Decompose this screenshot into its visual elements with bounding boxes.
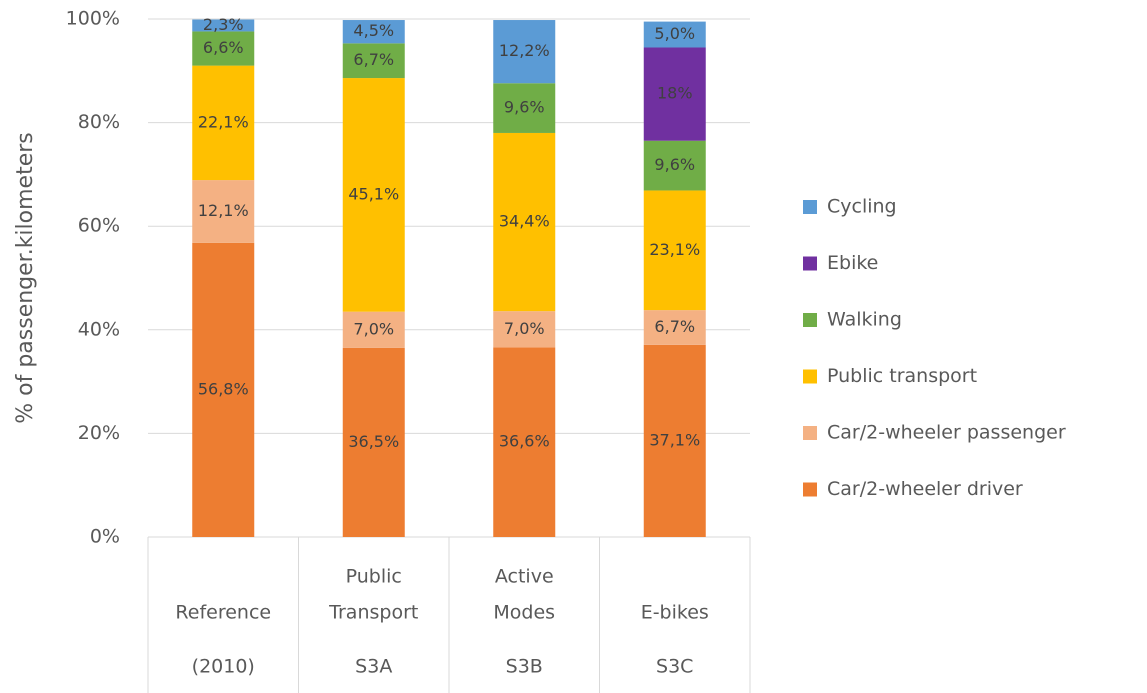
legend-label: Car/2-wheeler driver [827, 478, 1023, 500]
value-label: 9,6% [504, 98, 545, 117]
x-tick-label: S3A [355, 656, 392, 678]
legend-swatch [803, 256, 817, 271]
bar-segment [493, 20, 556, 84]
value-label: 18% [657, 84, 693, 103]
legend-label: Car/2-wheeler passenger [827, 422, 1066, 444]
x-tick-label: S3C [656, 656, 693, 678]
bar-segment [643, 47, 706, 141]
legend-swatch [803, 200, 817, 214]
bar-segment [643, 190, 706, 311]
bar-segment [342, 78, 405, 312]
legend-label: Public transport [827, 365, 977, 387]
y-tick-label: 80% [78, 111, 120, 133]
bar-segment [192, 31, 255, 66]
x-tick-label: Transport [328, 602, 418, 624]
bar-segment [192, 242, 255, 537]
y-axis-title: % of passenger.kilometers [13, 132, 38, 424]
bar-segment [192, 19, 255, 32]
x-tick-label: (2010) [192, 656, 255, 678]
value-label: 6,7% [654, 317, 695, 336]
bar-segment [342, 43, 405, 79]
value-label: 23,1% [649, 240, 700, 259]
value-label: 7,0% [504, 319, 545, 338]
value-label: 6,7% [353, 50, 394, 69]
value-label: 34,4% [499, 212, 550, 231]
legend-swatch [803, 482, 817, 497]
y-tick-label: 20% [78, 422, 120, 444]
value-label: 6,6% [203, 38, 244, 57]
value-label: 22,1% [198, 112, 249, 131]
x-tick-label: Active [495, 566, 554, 588]
value-label: 7,0% [353, 319, 394, 338]
bar-segment [643, 310, 706, 345]
bar-segment [192, 65, 255, 181]
y-tick-label: 0% [90, 526, 120, 548]
y-tick-label: 60% [78, 215, 120, 237]
bar-segment [342, 311, 405, 348]
value-label: 12,2% [499, 41, 550, 60]
value-label: 5,0% [654, 24, 695, 43]
legend-swatch [803, 369, 817, 384]
value-label: 2,3% [203, 15, 244, 34]
value-label: 56,8% [198, 379, 249, 398]
value-label: 12,1% [198, 201, 249, 220]
value-label: 45,1% [348, 184, 399, 203]
bar-segment [493, 347, 556, 537]
bar-segment [493, 83, 556, 133]
legend-label: Walking [827, 309, 902, 331]
value-label: 9,6% [654, 155, 695, 174]
bar-segment [342, 20, 405, 44]
value-label: 36,6% [499, 432, 550, 451]
bar-segment [643, 21, 706, 48]
value-label: 36,5% [348, 432, 399, 451]
bar-segment [643, 140, 706, 191]
bar-segment [342, 347, 405, 537]
x-tick-label: Modes [493, 602, 555, 624]
bar-segment [493, 311, 556, 348]
y-tick-label: 40% [78, 318, 120, 340]
bar-segment [643, 344, 706, 537]
x-tick-label: Reference [175, 602, 271, 624]
value-label: 37,1% [649, 430, 700, 449]
x-tick-label: S3B [506, 656, 543, 678]
value-label: 4,5% [353, 21, 394, 40]
x-tick-label: E-bikes [641, 602, 709, 624]
bar-segment [192, 180, 255, 243]
bar-segment [493, 132, 556, 312]
legend-swatch [803, 426, 817, 440]
legend-swatch [803, 313, 817, 327]
legend-label: Ebike [827, 252, 878, 274]
legend-label: Cycling [827, 196, 897, 218]
x-tick-label: Public [346, 566, 402, 588]
y-tick-label: 100% [66, 8, 120, 30]
